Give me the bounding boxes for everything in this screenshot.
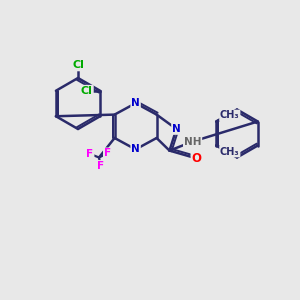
Text: N: N [172,124,181,134]
Text: O: O [191,152,202,165]
Text: NH: NH [184,136,201,147]
Text: Cl: Cl [72,60,84,70]
Text: N: N [131,144,140,154]
Text: N: N [131,98,140,108]
Text: F: F [86,149,94,159]
Text: CH₃: CH₃ [220,146,240,157]
Text: F: F [104,148,111,158]
Text: CH₃: CH₃ [220,110,240,121]
Text: Cl: Cl [81,86,93,96]
Text: F: F [97,161,104,171]
